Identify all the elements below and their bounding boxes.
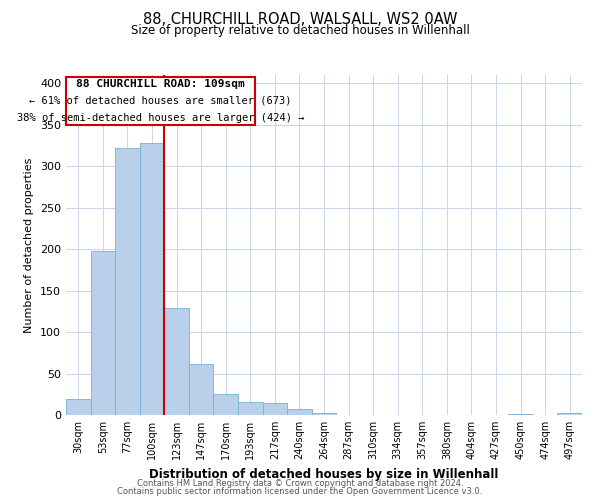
Text: ← 61% of detached houses are smaller (673): ← 61% of detached houses are smaller (67… (29, 96, 292, 106)
Bar (91, 251, 115, 415)
Text: 88 CHURCHILL ROAD: 109sqm: 88 CHURCHILL ROAD: 109sqm (76, 79, 245, 89)
Text: Contains HM Land Registry data © Crown copyright and database right 2024.: Contains HM Land Registry data © Crown c… (137, 478, 463, 488)
Bar (238, 402, 263, 415)
Bar (214, 394, 238, 415)
Bar (115, 148, 140, 415)
Bar (140, 143, 164, 415)
Bar (263, 404, 287, 415)
Text: 38% of semi-detached houses are larger (424) →: 38% of semi-detached houses are larger (… (17, 112, 304, 122)
Bar (66, 399, 91, 415)
X-axis label: Distribution of detached houses by size in Willenhall: Distribution of detached houses by size … (149, 468, 499, 480)
Text: Contains public sector information licensed under the Open Government Licence v3: Contains public sector information licen… (118, 487, 482, 496)
Text: 88, CHURCHILL ROAD, WALSALL, WS2 0AW: 88, CHURCHILL ROAD, WALSALL, WS2 0AW (143, 12, 457, 28)
Y-axis label: Number of detached properties: Number of detached properties (25, 158, 34, 332)
Text: Size of property relative to detached houses in Willenhall: Size of property relative to detached ho… (131, 24, 469, 37)
Bar (312, 414, 336, 415)
FancyBboxPatch shape (66, 76, 255, 125)
Bar (287, 409, 312, 415)
Bar (557, 414, 582, 415)
Bar (508, 414, 533, 415)
Bar (164, 308, 189, 415)
Bar (189, 364, 214, 415)
